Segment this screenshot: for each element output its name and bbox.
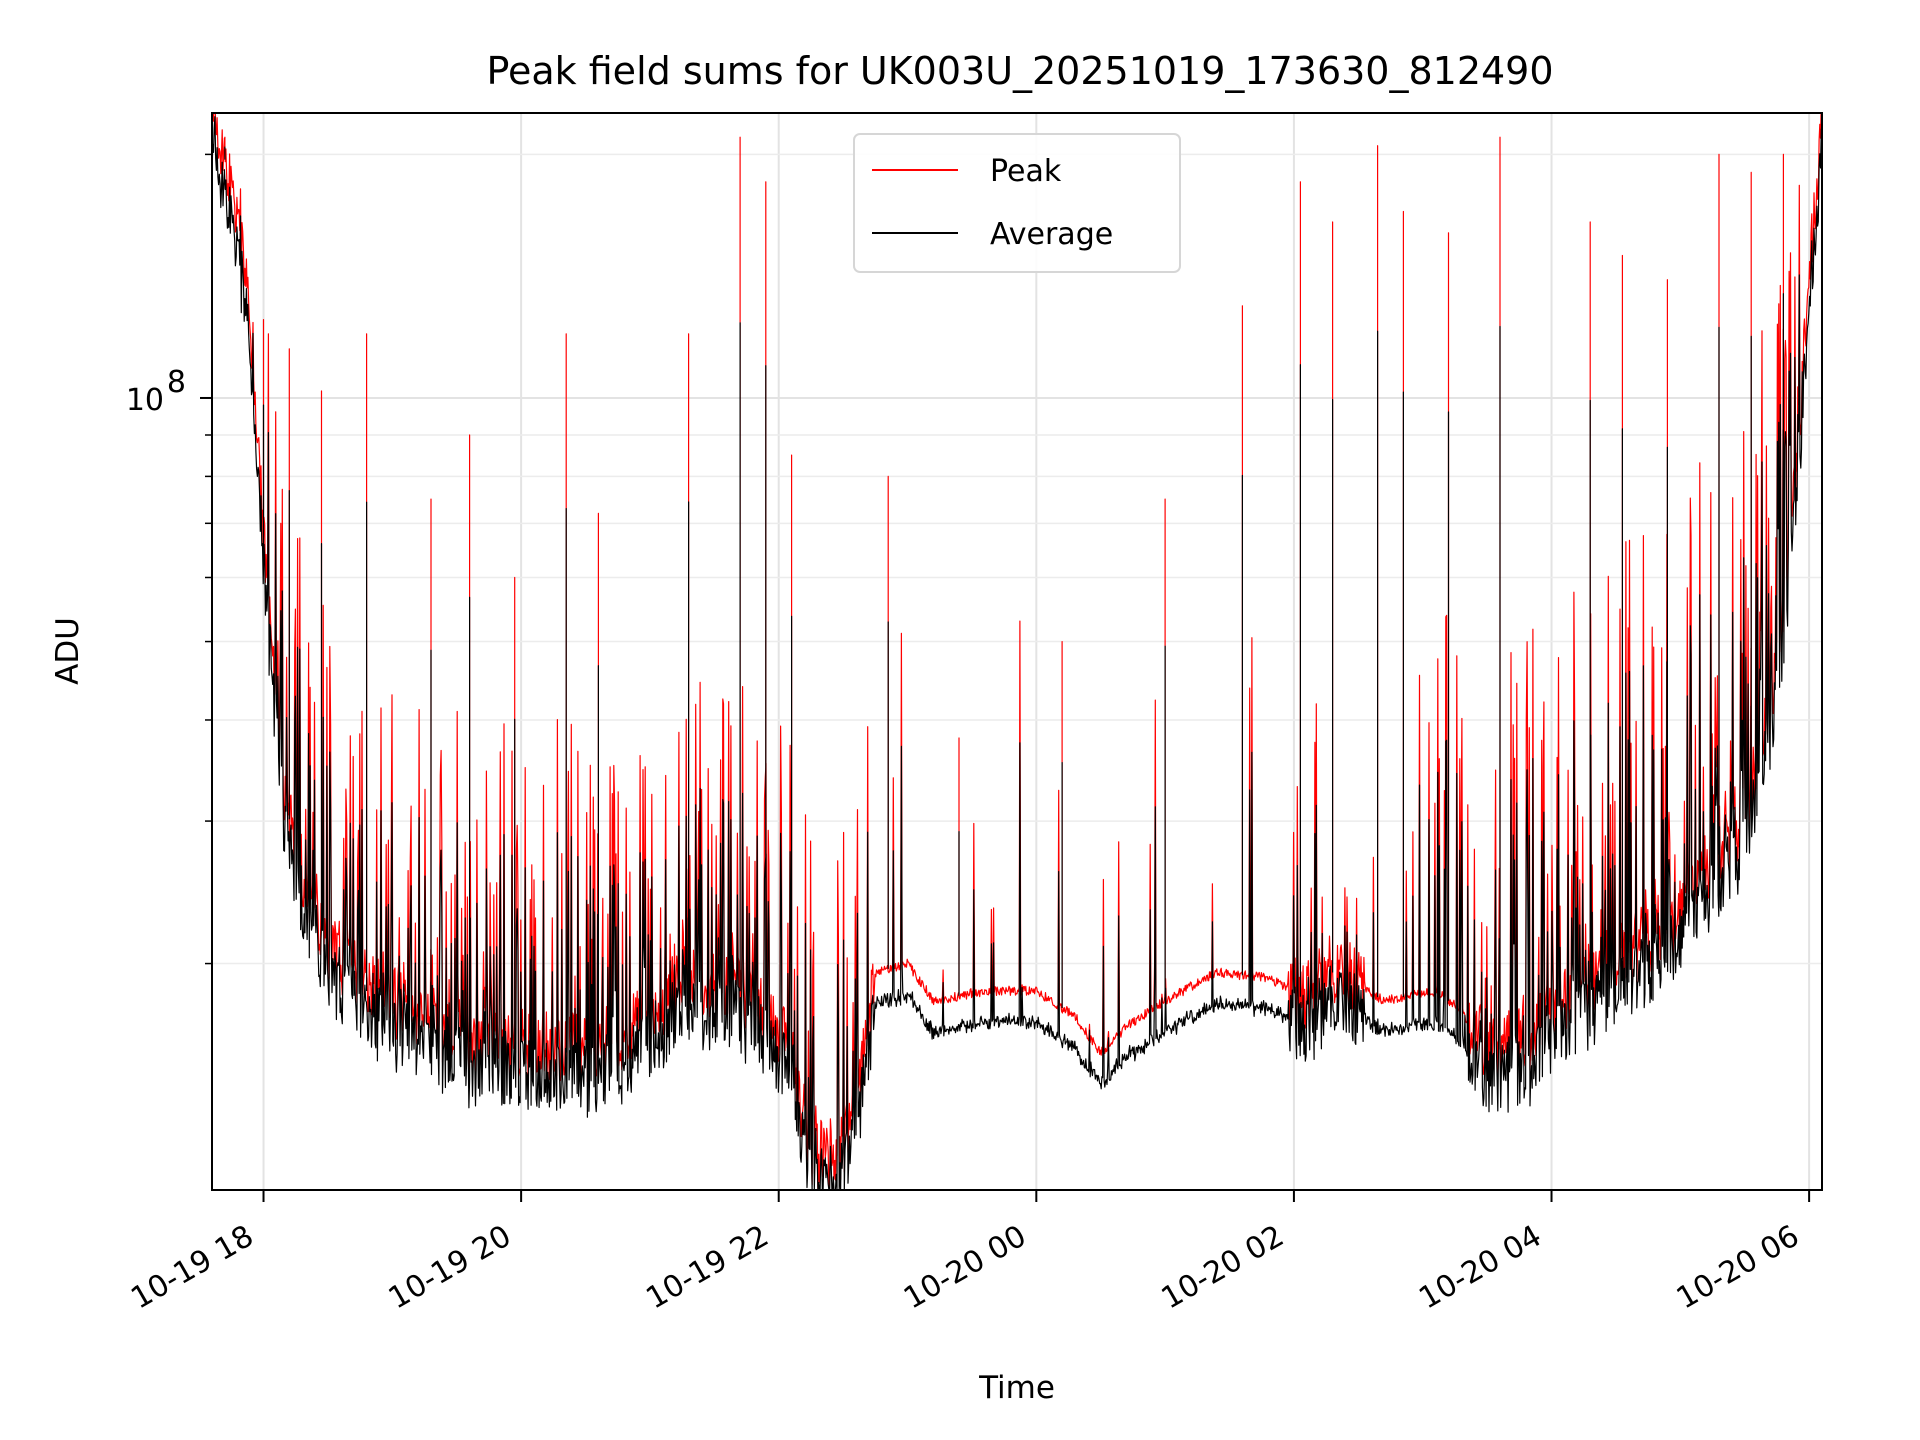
series-peak-line bbox=[212, 113, 1822, 1190]
series-average-line bbox=[212, 116, 1822, 1190]
grid-layer bbox=[212, 113, 1822, 1190]
x-tick-label-2: 10-19 22 bbox=[640, 1219, 774, 1317]
legend: Peak Average bbox=[853, 133, 1181, 273]
legend-average-label: Average bbox=[990, 217, 1113, 252]
plot-frame bbox=[211, 112, 1823, 1191]
series-layer bbox=[212, 113, 1822, 1190]
y-tick-exponent-0: 8 bbox=[167, 365, 186, 400]
x-tick-label-4: 10-20 02 bbox=[1156, 1219, 1290, 1317]
x-tick-label-0: 10-19 18 bbox=[125, 1219, 259, 1317]
x-tick-label-1: 10-19 20 bbox=[383, 1219, 517, 1317]
x-axis-ticks: 10-19 18 10-19 20 10-19 22 10-20 00 10-20 02… bbox=[125, 1190, 1811, 1317]
legend-box bbox=[853, 133, 1181, 273]
y-axis-label: ADU bbox=[50, 617, 86, 685]
legend-peak-label: Peak bbox=[990, 154, 1062, 189]
chart-title: Peak field sums for UK003U_20251019_1736… bbox=[486, 49, 1553, 93]
x-tick-label-3: 10-20 00 bbox=[898, 1219, 1032, 1317]
y-axis-ticks: 108 bbox=[126, 153, 212, 965]
x-tick-label-6: 10-20 06 bbox=[1671, 1219, 1805, 1317]
x-axis-label: Time bbox=[978, 1370, 1055, 1406]
y-tick-label-0: 10 bbox=[126, 383, 164, 418]
x-tick-label-5: 10-20 04 bbox=[1413, 1219, 1547, 1317]
